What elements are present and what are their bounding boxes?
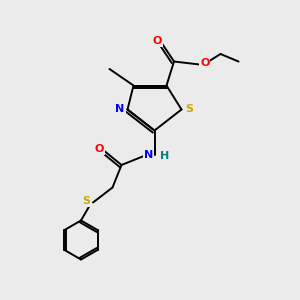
Text: O: O [95, 144, 104, 154]
Text: O: O [153, 36, 162, 46]
Text: H: H [160, 151, 169, 161]
Text: S: S [185, 104, 193, 115]
Text: O: O [200, 58, 210, 68]
Text: N: N [116, 104, 124, 115]
Text: S: S [82, 196, 90, 206]
Text: N: N [144, 149, 153, 160]
